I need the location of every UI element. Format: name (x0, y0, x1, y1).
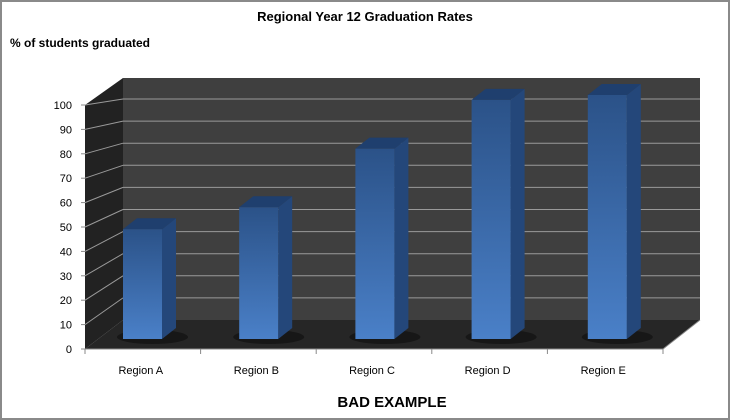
side-gridline (84, 231, 124, 252)
y-tick-label: 90 (60, 124, 72, 136)
y-tick-label: 0 (66, 344, 72, 356)
x-tick-label: Region D (465, 365, 511, 377)
y-tick-label: 20 (60, 295, 72, 307)
bar (587, 95, 627, 339)
x-tick-label: Region A (118, 365, 163, 377)
side-gridline (84, 98, 124, 106)
caption: BAD EXAMPLE (337, 394, 446, 411)
side-gridline (84, 209, 124, 228)
side-wall (85, 78, 123, 349)
y-tick-label: 60 (60, 198, 72, 210)
bar (471, 99, 511, 339)
side-gridline (84, 253, 124, 277)
side-gridline (84, 142, 124, 155)
bar (355, 148, 395, 339)
side-gridline (84, 120, 124, 130)
bar-top (239, 196, 293, 208)
x-tick-label: Region E (581, 365, 626, 377)
bar-top (587, 84, 641, 95)
bar-side (510, 88, 525, 339)
y-tick-label: 30 (60, 271, 72, 283)
bar (239, 207, 279, 339)
y-tick-label: 40 (60, 246, 72, 258)
bar-side (626, 84, 641, 339)
bar-side (394, 137, 409, 339)
y-tick-label: 100 (54, 100, 72, 112)
x-tick-label: Region C (349, 365, 395, 377)
bar (123, 229, 162, 339)
side-gridline (84, 275, 124, 301)
chart-title: Regional Year 12 Graduation Rates (257, 9, 473, 24)
x-tick-label: Region B (234, 365, 279, 377)
side-gridline (84, 297, 124, 326)
bar-top (471, 88, 525, 100)
y-tick-label: 70 (60, 173, 72, 185)
y-tick-label: 80 (60, 149, 72, 161)
y-tick-label: 50 (60, 222, 72, 234)
y-axis-label: % of students graduated (10, 36, 150, 50)
bar-side (162, 218, 176, 339)
floor-edge (662, 319, 701, 350)
side-gridline (84, 186, 124, 204)
bar-side (278, 196, 293, 339)
y-tick-label: 10 (60, 320, 72, 332)
bar-top (355, 137, 409, 149)
bar-top (123, 218, 176, 230)
side-gridline (84, 164, 124, 179)
